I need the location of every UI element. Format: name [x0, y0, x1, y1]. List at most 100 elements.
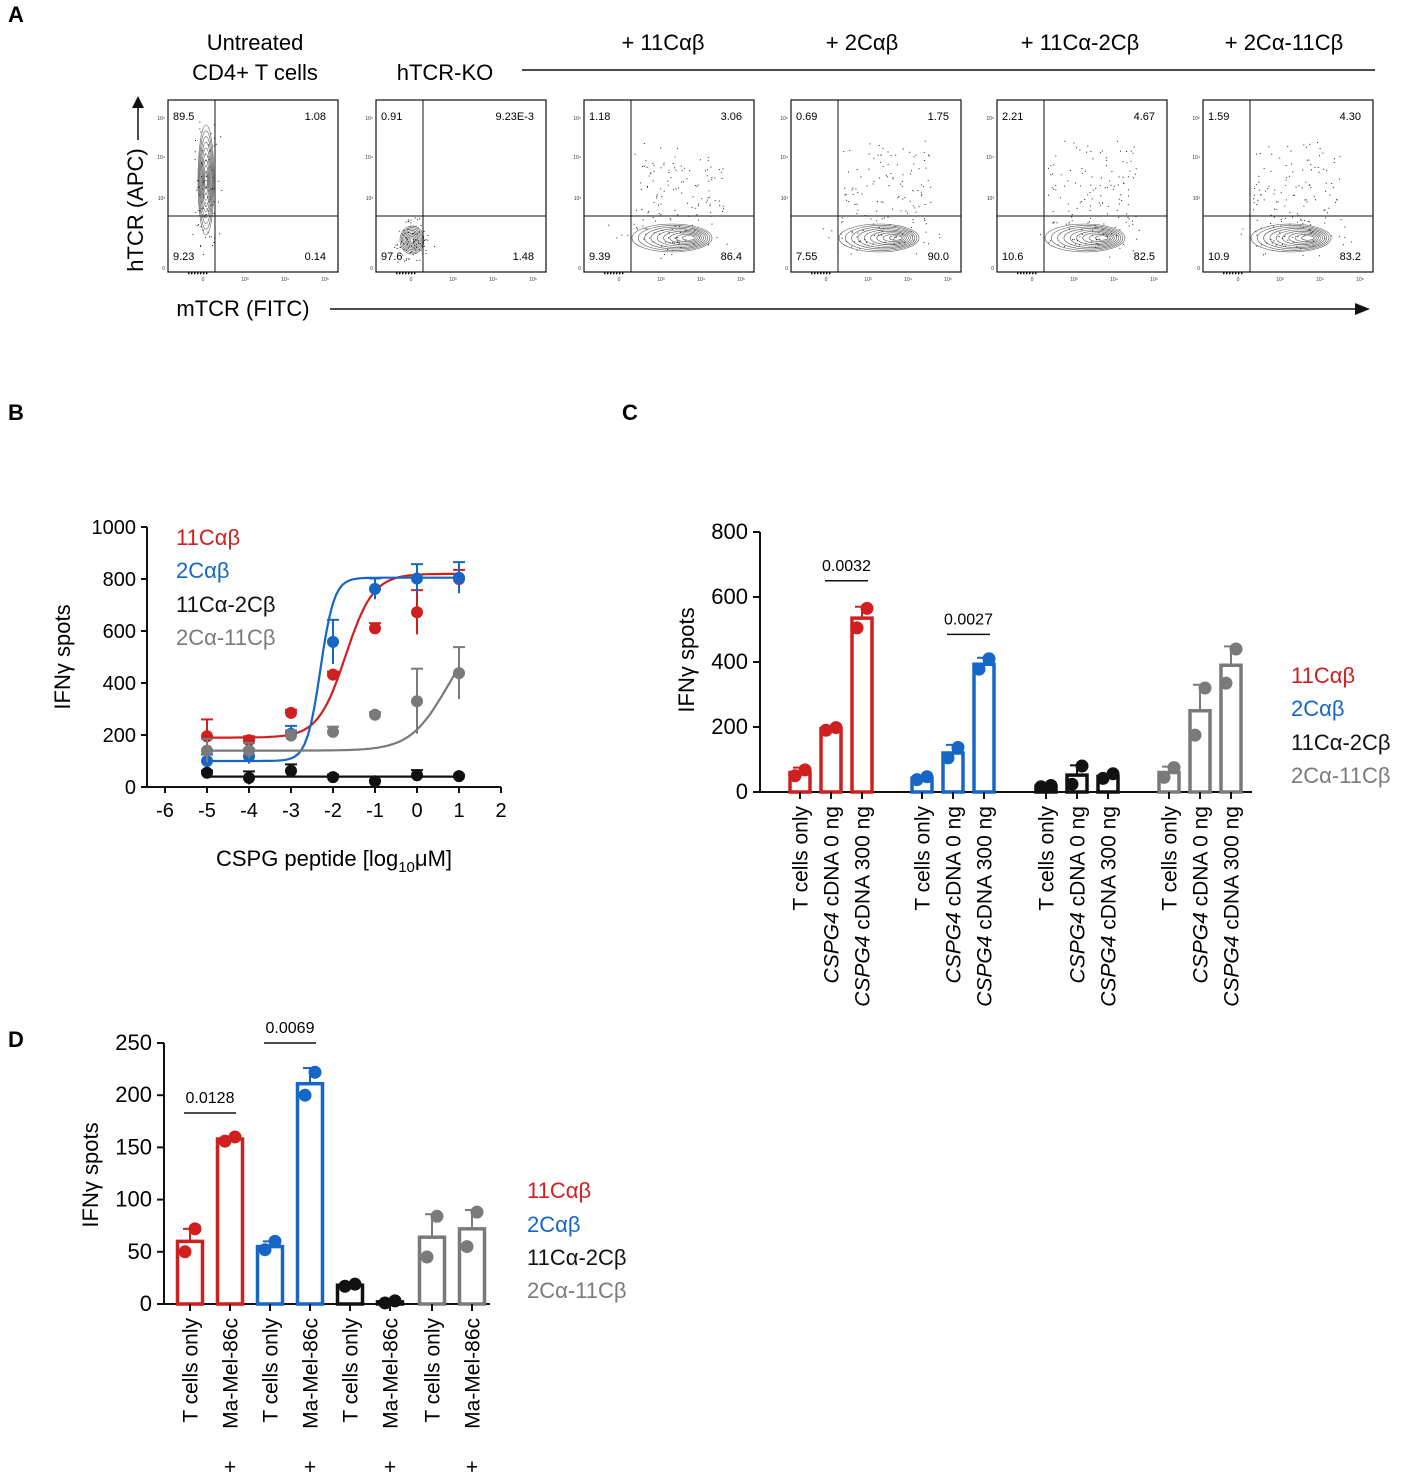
- flow-contour: [637, 225, 711, 251]
- flow-event-dot: [925, 231, 927, 233]
- flow-event-dot: [634, 153, 636, 155]
- flow-event-dot: [408, 258, 410, 260]
- flow-y-tick-label: 0: [991, 266, 994, 272]
- flow-event-dot: [1302, 223, 1304, 225]
- flow-event-dot: [1279, 157, 1281, 159]
- flow-event-dot: [405, 259, 407, 261]
- flow-event-dot: [209, 199, 211, 201]
- flow-event-dot: [900, 183, 902, 185]
- flow-event-dot: [1263, 199, 1265, 201]
- flow-event-dot: [416, 247, 417, 248]
- panel-b-x-tick-label: -1: [366, 800, 384, 822]
- flow-event-dot: [878, 234, 880, 236]
- flow-event-dot: [411, 250, 413, 252]
- flow-event-dot: [859, 248, 861, 250]
- flow-contour: [1256, 225, 1330, 251]
- flow-event-dot: [677, 187, 679, 189]
- flow-x-tick-label: 10⁴: [281, 277, 289, 283]
- flow-event-dot: [208, 201, 210, 203]
- flow-event-dot: [710, 166, 712, 168]
- flow-event-dot: [1104, 187, 1106, 189]
- panel-d-legend-11ca-2cb: 11Cα-2Cβ: [527, 1245, 627, 1270]
- flow-event-dot: [205, 186, 207, 188]
- flow-event-dot: [685, 229, 687, 231]
- flow-event-dot: [1091, 176, 1093, 178]
- flow-event-dot: [857, 209, 859, 211]
- flow-event-dot: [203, 180, 205, 182]
- flow-event-dot: [1118, 176, 1120, 178]
- quadrant-ll-value: 97.6: [381, 251, 402, 263]
- flow-event-dot: [1101, 150, 1103, 152]
- flow-event-dot: [1297, 221, 1299, 223]
- flow-event-dot: [710, 212, 712, 214]
- flow-event-dot: [406, 242, 408, 244]
- quadrant-ur-value: 4.67: [1134, 111, 1155, 123]
- panel-d-y-axis-label: IFNγ spots: [78, 1122, 103, 1227]
- flow-event-dot: [1260, 194, 1262, 196]
- flow-event-dot: [1332, 186, 1334, 188]
- flow-event-dot: [1271, 242, 1273, 244]
- panel-d-y-tick-label: 0: [140, 1291, 152, 1316]
- flow-event-dot: [1053, 188, 1055, 190]
- flow-y-tick-label: 0: [785, 266, 788, 272]
- flow-event-dot: [683, 181, 685, 183]
- flow-event-dot: [1112, 188, 1114, 190]
- flow-contour: [663, 231, 702, 245]
- panel-c-legend-2ca-11cb: 2Cα-11Cβ: [1291, 763, 1391, 788]
- panel-c-category-label: CSPG4 cDNA 0 ng: [1189, 806, 1212, 983]
- panel-a-header-untreated-line2: CD4+ T cells: [192, 60, 318, 85]
- flow-event-dot: [1338, 178, 1340, 180]
- flow-event-dot: [1290, 163, 1292, 165]
- flow-event-dot: [414, 217, 416, 219]
- panel-d-series-2: T cells only Ma-Mel-86c +: [255, 1065, 325, 1479]
- flow-event-dot: [1268, 185, 1270, 187]
- flow-event-dot: [930, 202, 932, 204]
- flow-event-dot: [675, 188, 677, 190]
- flow-event-dot: [1064, 185, 1066, 187]
- panel-d-replicate-point: [178, 1245, 192, 1259]
- flow-event-dot: [1256, 219, 1258, 221]
- flow-contour: [1275, 229, 1323, 247]
- flow-event-dot: [1285, 184, 1287, 186]
- panel-d-y-tick-label: 250: [115, 1030, 152, 1055]
- flow-event-dot: [653, 232, 655, 234]
- flow-y-tick-label: 10⁴: [1192, 155, 1200, 161]
- flow-event-dot: [877, 154, 879, 156]
- quadrant-lr-value: 86.4: [721, 251, 742, 263]
- flow-y-tick-label: 0: [578, 266, 581, 272]
- panel-c-replicate-point: [860, 601, 874, 615]
- flow-event-dot: [407, 220, 409, 222]
- flow-event-dot: [649, 237, 651, 239]
- flow-event-dot: [1318, 171, 1320, 173]
- flow-y-tick-label: 10⁴: [365, 155, 373, 161]
- flow-event-dot: [711, 223, 713, 225]
- flow-y-tick-label: 0: [1197, 266, 1200, 272]
- flow-event-dot: [1119, 247, 1121, 249]
- flow-event-dot: [879, 177, 881, 179]
- flow-contour: [863, 229, 911, 247]
- flow-event-dot: [1087, 145, 1089, 147]
- panel-c-category-label: CSPG4 cDNA 300 ng: [1097, 806, 1120, 1007]
- flow-event-dot: [668, 169, 670, 171]
- panel-c-category-label: CSPG4 cDNA 0 ng: [820, 806, 843, 983]
- panel-c-replicate-point: [1044, 779, 1058, 792]
- flow-event-dot: [910, 170, 912, 172]
- flow-event-dot: [1132, 250, 1134, 252]
- flow-event-dot: [856, 169, 858, 170]
- flow-event-dot: [670, 219, 672, 221]
- flow-event-dot: [902, 233, 904, 235]
- flow-plot-frame: [583, 99, 755, 273]
- flow-event-dot: [1289, 223, 1291, 225]
- flow-event-dot: [1351, 241, 1353, 243]
- flow-event-dot: [924, 220, 926, 222]
- flow-event-dot: [1111, 233, 1113, 234]
- flow-event-dot: [831, 230, 833, 232]
- flow-event-dot: [661, 195, 663, 197]
- flow-event-dot: [205, 160, 207, 162]
- panel-d-replicate-point: [308, 1065, 322, 1079]
- flow-event-dot: [211, 188, 213, 190]
- flow-event-dot: [856, 236, 858, 238]
- panel-b-x-tick-label: -3: [282, 800, 300, 822]
- flow-event-dot: [1257, 200, 1259, 202]
- flow-event-dot: [841, 217, 843, 219]
